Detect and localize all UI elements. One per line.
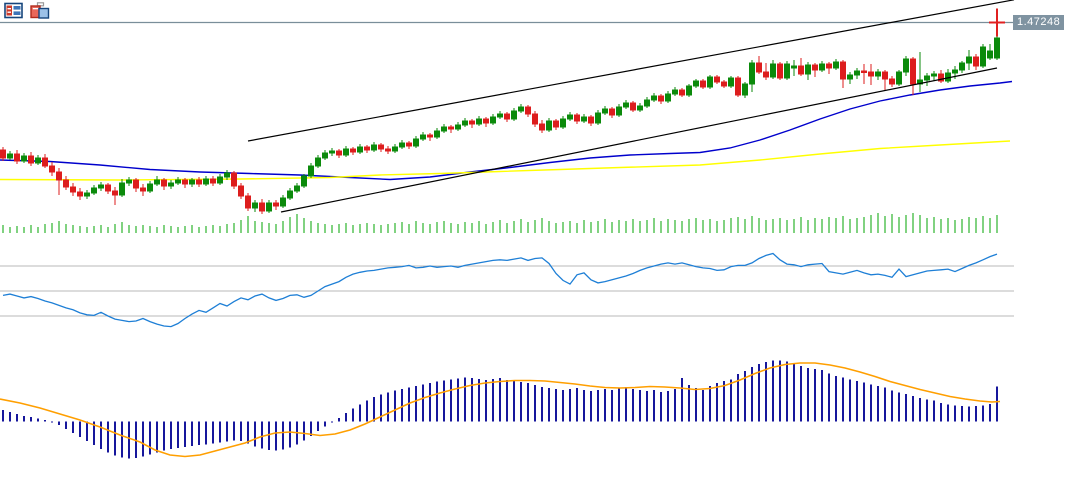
- trendline-lower: [280, 67, 998, 213]
- oscillator-line: [2, 252, 998, 328]
- list-panel-icon: [4, 2, 23, 19]
- candlestick-series: [0, 30, 1000, 214]
- macd-signal-line: [0, 362, 1001, 458]
- last-price-cross-marker: [989, 8, 1005, 37]
- list-panel-button[interactable]: [4, 2, 23, 19]
- chart-toolbar: [4, 2, 50, 19]
- ma-slow-line: [0, 140, 1011, 181]
- trend-channel: [247, 0, 1015, 213]
- ma-fast-line: [0, 80, 1013, 181]
- tile-windows-button[interactable]: [30, 2, 50, 19]
- trendline-upper: [247, 0, 1015, 142]
- current-price-tag: 1.47248: [1013, 15, 1065, 30]
- oscillator-level-lines: [0, 265, 1014, 317]
- overlapping-windows-icon: [30, 2, 50, 19]
- macd-histogram: [2, 360, 998, 459]
- volume-bars: [2, 213, 998, 233]
